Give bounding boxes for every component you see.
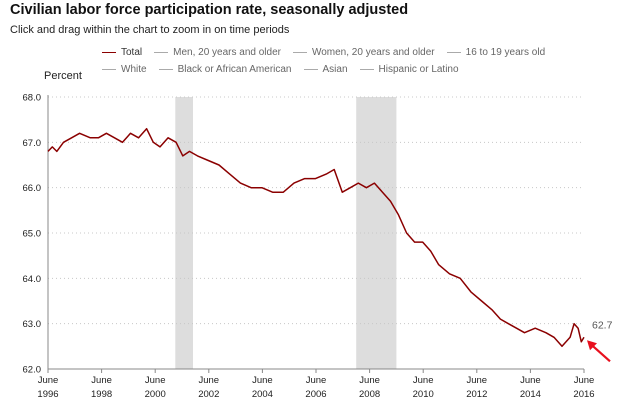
x-tick-month: June [91,375,112,386]
x-tick-month: June [38,375,59,386]
legend-swatch [303,69,318,70]
x-tick-year: 2006 [305,389,326,400]
legend-item-black-or-african-american[interactable]: Black or African American [158,64,292,75]
legend-item-women-20-years-and-older[interactable]: Women, 20 years and older [292,47,435,58]
y-tick-label: 63.0 [23,319,42,330]
legend-row-2: White Black or African American Asian Hispa… [102,64,471,75]
x-tick-year: 2002 [198,389,219,400]
x-tick-year: 1996 [37,389,58,400]
y-axis-label: Percent [44,70,82,82]
legend-swatch [446,52,461,53]
x-tick-month: June [145,375,166,386]
legend-swatch [102,52,116,53]
legend-swatch [102,69,116,70]
y-tick-label: 66.0 [23,183,42,194]
x-tick-year: 2000 [145,389,166,400]
legend-item-men-20-years-and-older[interactable]: Men, 20 years and older [154,47,281,58]
legend-row-1: Total Men, 20 years and older Women, 20 ye… [102,47,557,58]
x-tick-month: June [520,375,541,386]
legend-label: 16 to 19 years old [465,47,546,58]
annotation-arrow-shaft [591,344,611,363]
x-tick-year: 1998 [91,389,112,400]
chart-title: Civilian labor force participation rate,… [10,2,409,18]
x-tick-year: 2012 [466,389,487,400]
x-tick-month: June [413,375,434,386]
legend-label: Asian [322,64,348,75]
legend-swatch [292,52,307,53]
y-tick-label: 62.0 [23,365,42,376]
legend-item-hispanic-or-latino[interactable]: Hispanic or Latino [359,64,459,75]
x-tick-month: June [306,375,327,386]
legend-label: Total [121,47,143,58]
x-tick-year: 2004 [252,389,273,400]
legend-label: Black or African American [177,64,292,75]
x-tick-year: 2008 [359,389,380,400]
legend-item-white[interactable]: White [102,64,147,75]
x-tick-month: June [359,375,380,386]
chart-subtitle: Click and drag within the chart to zoom … [10,24,290,36]
series-line-total [47,127,585,348]
x-tick-month: June [198,375,219,386]
legend-item-total[interactable]: Total [102,47,142,58]
legend-swatch [158,69,173,70]
x-tick-year: 2010 [413,389,434,400]
x-tick-month: June [466,375,487,386]
x-tick-month: June [574,375,595,386]
legend-label: White [121,64,147,75]
end-value-label: 62.7 [592,319,613,331]
y-tick-label: 64.0 [23,274,42,285]
y-tick-label: 67.0 [23,138,42,149]
legend-item-asian[interactable]: Asian [303,64,348,75]
legend-swatch [154,52,169,53]
legend-label: Hispanic or Latino [378,64,459,75]
legend-swatch [359,69,374,70]
x-tick-year: 2016 [573,389,594,400]
legend-label: Women, 20 years and older [311,47,435,58]
y-tick-label: 68.0 [23,93,42,104]
legend-item-16-to-19-years-old[interactable]: 16 to 19 years old [446,47,546,58]
y-tick-label: 65.0 [23,229,42,240]
x-tick-year: 2014 [520,389,541,400]
annotation-arrow-head [587,340,597,351]
legend-label: Men, 20 years and older [173,47,281,58]
x-tick-month: June [252,375,273,386]
